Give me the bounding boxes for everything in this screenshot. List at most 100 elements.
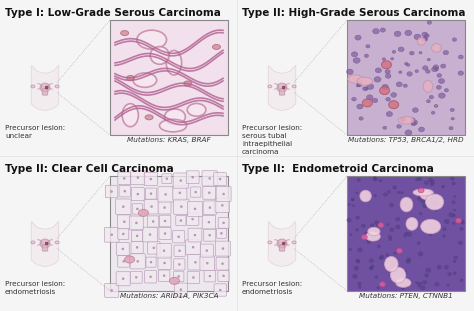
FancyBboxPatch shape bbox=[144, 199, 159, 214]
Ellipse shape bbox=[347, 218, 351, 222]
Ellipse shape bbox=[398, 117, 414, 124]
Ellipse shape bbox=[390, 228, 394, 232]
Ellipse shape bbox=[389, 265, 393, 269]
Ellipse shape bbox=[163, 250, 165, 252]
FancyBboxPatch shape bbox=[144, 173, 157, 186]
FancyBboxPatch shape bbox=[202, 171, 218, 186]
FancyBboxPatch shape bbox=[191, 187, 201, 197]
FancyBboxPatch shape bbox=[159, 227, 171, 240]
FancyBboxPatch shape bbox=[173, 173, 188, 188]
FancyBboxPatch shape bbox=[279, 89, 285, 95]
Ellipse shape bbox=[164, 220, 166, 222]
Ellipse shape bbox=[55, 241, 59, 244]
Ellipse shape bbox=[351, 198, 354, 201]
Ellipse shape bbox=[422, 281, 427, 284]
Ellipse shape bbox=[435, 282, 439, 286]
Ellipse shape bbox=[194, 208, 196, 210]
Ellipse shape bbox=[405, 30, 412, 36]
Ellipse shape bbox=[452, 38, 456, 41]
Ellipse shape bbox=[404, 63, 408, 65]
Ellipse shape bbox=[153, 247, 155, 249]
FancyBboxPatch shape bbox=[173, 231, 185, 243]
Bar bbox=[347, 176, 465, 291]
Ellipse shape bbox=[292, 85, 296, 88]
Ellipse shape bbox=[443, 50, 448, 55]
FancyBboxPatch shape bbox=[203, 201, 217, 214]
Ellipse shape bbox=[383, 126, 387, 129]
Ellipse shape bbox=[404, 204, 406, 206]
Ellipse shape bbox=[398, 47, 404, 52]
Ellipse shape bbox=[349, 248, 352, 251]
Ellipse shape bbox=[443, 228, 446, 230]
Ellipse shape bbox=[374, 177, 376, 179]
Ellipse shape bbox=[422, 37, 427, 41]
Ellipse shape bbox=[192, 246, 194, 248]
FancyBboxPatch shape bbox=[202, 216, 216, 229]
Ellipse shape bbox=[449, 212, 454, 217]
Ellipse shape bbox=[392, 50, 396, 53]
FancyBboxPatch shape bbox=[118, 228, 129, 239]
Ellipse shape bbox=[382, 58, 386, 61]
Ellipse shape bbox=[372, 98, 378, 103]
Ellipse shape bbox=[178, 236, 180, 238]
Ellipse shape bbox=[356, 260, 360, 263]
Ellipse shape bbox=[442, 235, 445, 237]
Ellipse shape bbox=[122, 248, 124, 250]
Ellipse shape bbox=[411, 118, 415, 121]
FancyBboxPatch shape bbox=[143, 227, 157, 242]
Ellipse shape bbox=[414, 34, 421, 40]
Ellipse shape bbox=[379, 257, 383, 260]
FancyBboxPatch shape bbox=[129, 216, 143, 230]
FancyBboxPatch shape bbox=[204, 270, 216, 282]
Ellipse shape bbox=[437, 85, 441, 89]
Ellipse shape bbox=[133, 73, 156, 87]
Ellipse shape bbox=[356, 84, 360, 87]
Ellipse shape bbox=[184, 81, 192, 86]
Ellipse shape bbox=[121, 30, 128, 35]
Text: Type II: Clear Cell Carcinoma: Type II: Clear Cell Carcinoma bbox=[5, 164, 174, 174]
Ellipse shape bbox=[447, 284, 449, 286]
FancyBboxPatch shape bbox=[216, 241, 230, 256]
FancyBboxPatch shape bbox=[186, 240, 201, 255]
Ellipse shape bbox=[450, 177, 454, 180]
FancyBboxPatch shape bbox=[215, 198, 229, 212]
Ellipse shape bbox=[179, 250, 181, 252]
Ellipse shape bbox=[369, 259, 373, 262]
Text: Type II: High-Grade Serous Carcinoma: Type II: High-Grade Serous Carcinoma bbox=[242, 8, 465, 18]
Ellipse shape bbox=[357, 104, 363, 109]
Ellipse shape bbox=[362, 99, 373, 107]
Ellipse shape bbox=[360, 190, 371, 202]
Text: Precursor lesion:
unclear: Precursor lesion: unclear bbox=[5, 125, 65, 139]
Ellipse shape bbox=[164, 233, 166, 234]
Ellipse shape bbox=[430, 197, 432, 199]
FancyBboxPatch shape bbox=[187, 271, 200, 284]
Text: Mutations: ARID1A, PIK3CA: Mutations: ARID1A, PIK3CA bbox=[120, 293, 219, 299]
Ellipse shape bbox=[374, 195, 376, 197]
Ellipse shape bbox=[430, 180, 435, 184]
FancyBboxPatch shape bbox=[173, 271, 184, 282]
Text: Type II:  Endometroid Carcinoma: Type II: Endometroid Carcinoma bbox=[242, 164, 434, 174]
Ellipse shape bbox=[152, 220, 154, 222]
Ellipse shape bbox=[427, 58, 430, 61]
FancyBboxPatch shape bbox=[188, 202, 202, 216]
Ellipse shape bbox=[409, 223, 411, 225]
Ellipse shape bbox=[365, 54, 369, 58]
Ellipse shape bbox=[164, 193, 167, 195]
Ellipse shape bbox=[432, 67, 438, 72]
FancyBboxPatch shape bbox=[162, 174, 172, 183]
Ellipse shape bbox=[179, 192, 181, 194]
FancyBboxPatch shape bbox=[130, 271, 142, 283]
Ellipse shape bbox=[166, 178, 168, 180]
Ellipse shape bbox=[380, 86, 390, 95]
Ellipse shape bbox=[456, 218, 462, 223]
Ellipse shape bbox=[416, 282, 418, 284]
Ellipse shape bbox=[159, 119, 187, 132]
Ellipse shape bbox=[380, 28, 385, 32]
FancyBboxPatch shape bbox=[130, 254, 146, 269]
Ellipse shape bbox=[420, 189, 431, 199]
Ellipse shape bbox=[382, 84, 388, 90]
Ellipse shape bbox=[222, 248, 224, 250]
Ellipse shape bbox=[138, 209, 148, 216]
Ellipse shape bbox=[428, 178, 433, 182]
FancyBboxPatch shape bbox=[217, 228, 227, 238]
